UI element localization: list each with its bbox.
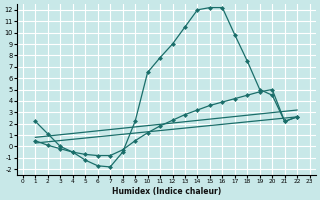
X-axis label: Humidex (Indice chaleur): Humidex (Indice chaleur) [112, 187, 221, 196]
